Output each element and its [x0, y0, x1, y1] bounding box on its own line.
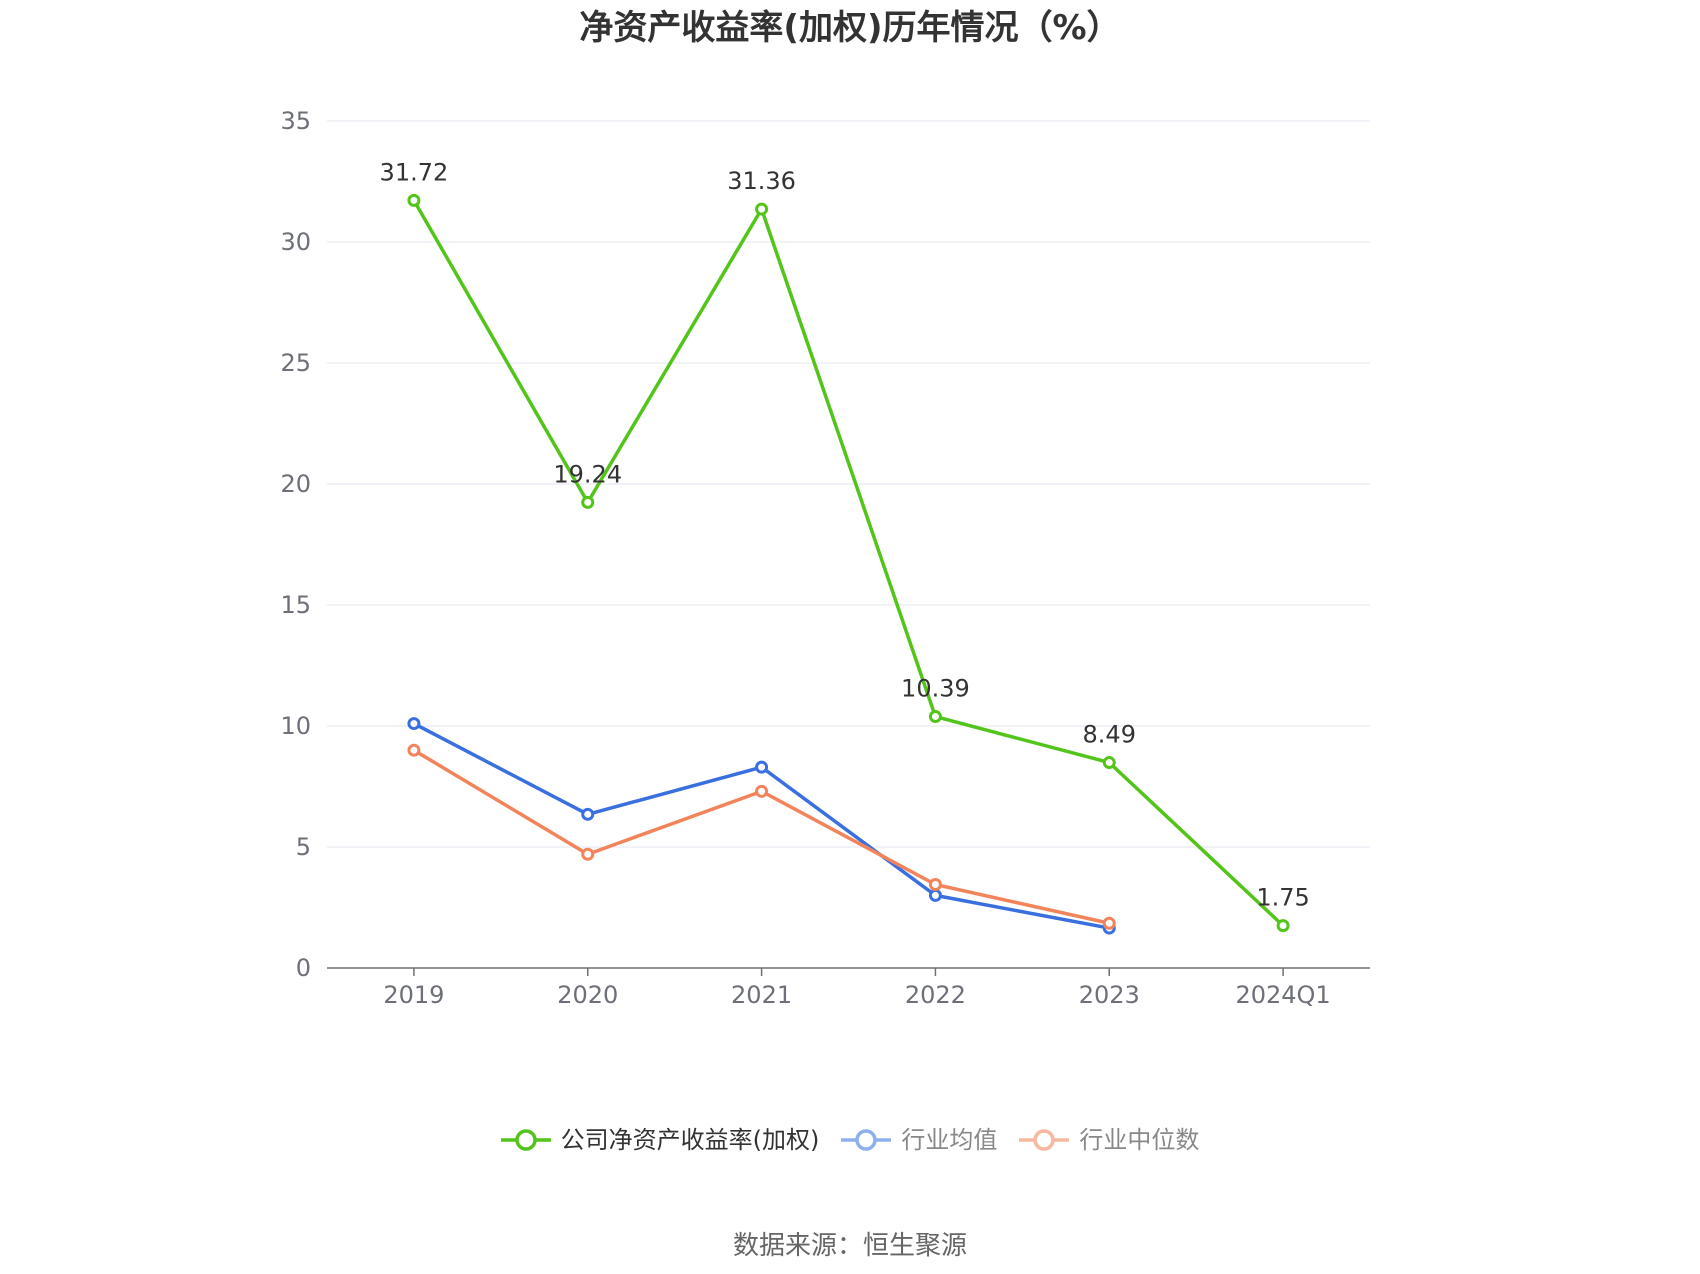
- x-tick-label: 2020: [557, 981, 618, 1009]
- data-point: [755, 760, 769, 774]
- data-point: [1102, 756, 1116, 770]
- data-point: [1102, 916, 1116, 930]
- data-point: [581, 807, 595, 821]
- legend-item[interactable]: 公司净资产收益率(加权): [500, 1120, 820, 1160]
- series-line-1: [412, 199, 1285, 927]
- legend-item[interactable]: 行业均值: [841, 1120, 997, 1160]
- chart-title: 净资产收益率(加权)历年情况（%）: [579, 8, 1121, 48]
- series-lines: [407, 193, 1290, 935]
- series-line-2: [413, 722, 1110, 930]
- data-label: 10.39: [901, 675, 970, 703]
- legend-marker: [1033, 1129, 1056, 1151]
- legend-item[interactable]: 行业中位数: [1019, 1120, 1199, 1160]
- legend-marker: [855, 1129, 878, 1151]
- x-tick-label: 2019: [383, 981, 444, 1009]
- data-point: [755, 784, 769, 798]
- legend-label: 行业均值: [901, 1126, 998, 1154]
- data-label: 31.72: [380, 158, 449, 186]
- data-point: [928, 710, 942, 724]
- y-tick-label: 20: [280, 470, 311, 498]
- data-point: [407, 717, 421, 731]
- data-label: 1.75: [1256, 884, 1309, 912]
- data-point: [928, 888, 942, 902]
- data-point: [928, 878, 942, 892]
- x-tick-label: 2021: [731, 981, 792, 1009]
- x-tick-label: 2022: [905, 981, 966, 1009]
- data-labels: 31.72 19.24 31.36 10.39 8.49 1.75: [380, 158, 1310, 911]
- y-tick-label: 35: [280, 107, 311, 135]
- x-tick-label: 2024Q1: [1235, 981, 1330, 1009]
- y-tick-label: 15: [280, 591, 311, 619]
- y-tick-label: 25: [280, 349, 311, 377]
- grid-lines: [327, 120, 1370, 848]
- y-tick-label: 30: [280, 228, 311, 256]
- y-tick-label: 0: [296, 954, 311, 982]
- data-point: [407, 193, 421, 207]
- legend-label: 公司净资产收益率(加权): [560, 1126, 820, 1154]
- legend-line-icon: [500, 1129, 551, 1151]
- data-point: [1276, 919, 1290, 933]
- x-tick-label: 2023: [1079, 981, 1140, 1009]
- y-tick-label: 5: [296, 833, 311, 861]
- data-label: 8.49: [1083, 721, 1136, 749]
- data-point: [581, 495, 595, 509]
- data-point: [581, 847, 595, 861]
- legend-line-icon: [1019, 1129, 1070, 1151]
- data-point: [755, 202, 769, 216]
- legend: 公司净资产收益率(加权) 行业均值 行业中位数: [0, 1120, 1700, 1160]
- legend-label: 行业中位数: [1079, 1126, 1200, 1154]
- data-label: 19.24: [553, 460, 622, 488]
- legend-marker: [514, 1129, 537, 1151]
- source-note: 数据来源：恒生聚源: [732, 1231, 967, 1261]
- data-label: 31.36: [727, 167, 796, 195]
- legend-line-icon: [841, 1129, 892, 1151]
- axes: 0 5 10 15 20 25 30 35 2019 2020 2021 2022 2023 2024Q1: [280, 107, 1370, 1009]
- y-tick-label: 10: [280, 712, 311, 740]
- data-point: [407, 743, 421, 757]
